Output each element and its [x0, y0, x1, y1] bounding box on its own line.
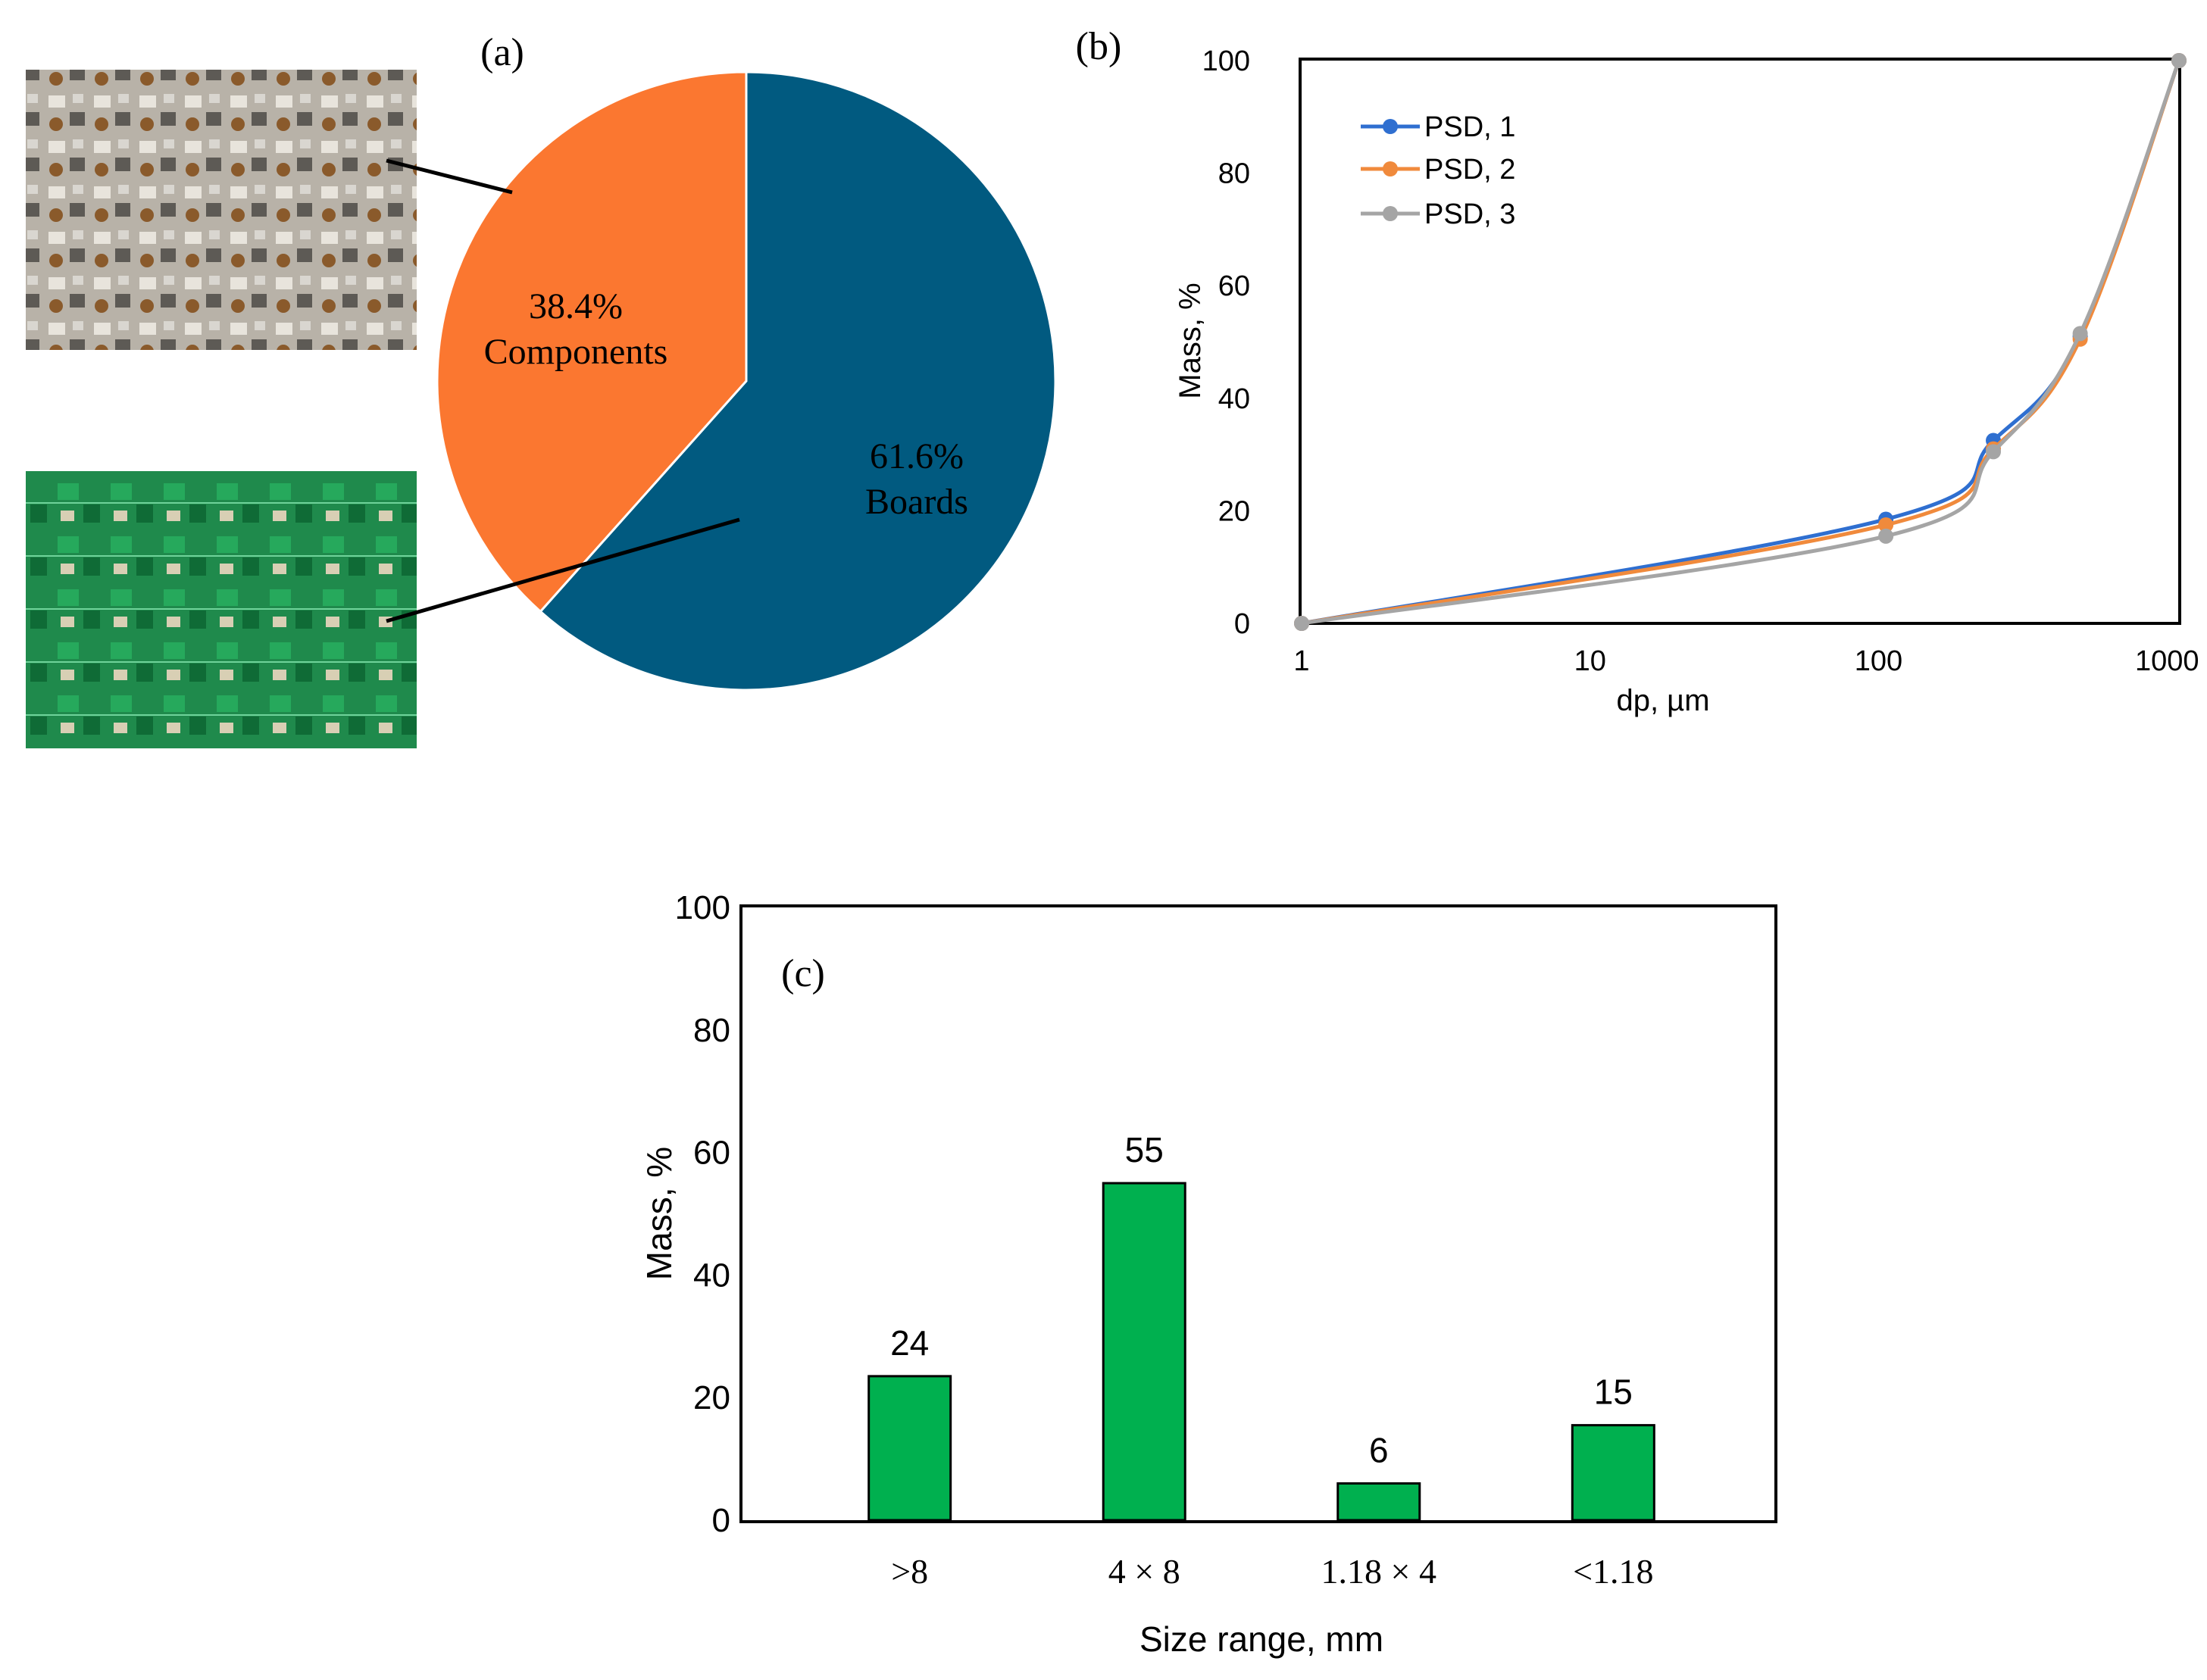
- line-chart-y-axis-title: Mass, %: [1174, 283, 1207, 398]
- panel-a-label: (a): [480, 31, 524, 74]
- data-point-psd-2-1: [1878, 517, 1894, 532]
- line-chart-plot-area: [1299, 58, 2181, 625]
- bar-2: [1336, 1482, 1421, 1522]
- bar-chart-y-tick-3: 60: [693, 1135, 730, 1172]
- bar-chart-categories: >8 4 × 8 1.18 × 4 <1.18: [891, 1552, 1653, 1591]
- bar-chart-bars: 24 55 6 15: [867, 1130, 1655, 1522]
- data-point-psd-3-4: [2171, 53, 2187, 68]
- bar-category-label-2: 1.18 × 4: [1321, 1552, 1436, 1591]
- bar-chart-y-tick-1: 20: [693, 1379, 730, 1416]
- components-photo-image: [26, 70, 417, 350]
- series-line-psd-1: [1301, 60, 2181, 626]
- bar-chart-x-axis-title: Size range, mm: [1139, 1619, 1383, 1659]
- bar-chart-plot-area: [739, 904, 1777, 1523]
- line-chart-x-ticks: 1 10 100 1000: [1293, 645, 2199, 677]
- boards-photo-image: [26, 471, 417, 748]
- line-chart-y-tick-3: 60: [1218, 270, 1250, 302]
- panel-c: (c) 0 20 40 60 80 100 24 55 6 15 >8 4 × 8 1.18 × 4…: [639, 889, 1777, 1659]
- components-percent-label: 38.4%: [529, 286, 623, 326]
- bar-category-label-3: <1.18: [1573, 1552, 1653, 1591]
- data-point-psd-3-2: [1986, 444, 2002, 460]
- bar-chart-y-tick-4: 80: [693, 1012, 730, 1049]
- bar-chart-y-ticks: 0 20 40 60 80 100: [675, 889, 730, 1539]
- legend-label-psd-3: PSD, 3: [1424, 198, 1515, 230]
- data-point-psd-3-1: [1878, 528, 1894, 544]
- panel-c-label: (c): [781, 952, 825, 995]
- line-chart-y-tick-0: 0: [1234, 608, 1250, 640]
- bar-category-label-0: >8: [891, 1552, 928, 1591]
- legend-marker-psd-3: [1383, 206, 1398, 221]
- boards-photo: [26, 471, 417, 748]
- legend-marker-psd-1: [1383, 119, 1398, 134]
- series-line-psd-2: [1301, 60, 2181, 626]
- boards-percent-label: 61.6%: [870, 436, 964, 476]
- bar-value-label-0: 24: [890, 1323, 929, 1363]
- legend-item-psd-3: PSD, 3: [1361, 198, 1515, 230]
- legend-label-psd-1: PSD, 1: [1424, 111, 1515, 143]
- series-line-psd-3: [1301, 60, 2181, 626]
- pie-chart: [436, 70, 1057, 692]
- line-chart-x-tick-2: 100: [1855, 645, 1902, 677]
- line-chart-x-tick-0: 1: [1293, 645, 1309, 677]
- components-leader-line: [386, 158, 513, 195]
- line-chart-legend: PSD, 1 PSD, 2 PSD, 3: [1361, 111, 1515, 230]
- panel-a: (a) 38.4% Components 61.6% Boards: [26, 31, 1057, 748]
- bar-value-label-1: 55: [1125, 1130, 1164, 1169]
- components-photo: [26, 70, 417, 350]
- boards-name-label: Boards: [865, 482, 968, 522]
- components-name-label: Components: [484, 332, 668, 372]
- pie-slice-components: [436, 70, 748, 614]
- panel-b: (b) 0 20 40 60 80 100 1 10 100 1000 Mass, % dp, …: [1076, 25, 2199, 717]
- bar-chart-y-tick-2: 40: [693, 1257, 730, 1294]
- line-chart-y-ticks: 0 20 40 60 80 100: [1202, 45, 1250, 640]
- line-chart-series: [1294, 53, 2187, 631]
- line-chart-y-tick-5: 100: [1202, 45, 1250, 77]
- line-chart-x-tick-1: 10: [1574, 645, 1606, 677]
- bar-value-label-3: 15: [1594, 1372, 1633, 1412]
- line-chart-x-axis-title: dp, µm: [1616, 684, 1709, 717]
- bar-value-label-2: 6: [1369, 1430, 1389, 1469]
- series-psd-3: [1294, 53, 2187, 631]
- bar-0: [867, 1375, 952, 1522]
- bar-1: [1102, 1182, 1186, 1522]
- bar-3: [1571, 1424, 1655, 1522]
- line-chart-y-tick-1: 20: [1218, 495, 1250, 527]
- data-point-psd-3-3: [2072, 326, 2088, 342]
- bar-category-label-1: 4 × 8: [1108, 1552, 1180, 1591]
- line-chart-y-tick-2: 40: [1218, 383, 1250, 415]
- boards-leader-line: [386, 517, 740, 623]
- line-chart-x-tick-3: 1000: [2135, 645, 2199, 677]
- bar-chart-y-tick-5: 100: [675, 889, 730, 926]
- legend-label-psd-2: PSD, 2: [1424, 154, 1515, 186]
- legend-item-psd-2: PSD, 2: [1361, 154, 1515, 186]
- legend-item-psd-1: PSD, 1: [1361, 111, 1515, 143]
- line-chart-y-tick-4: 80: [1218, 158, 1250, 190]
- data-point-psd-3-0: [1294, 616, 1309, 631]
- panel-b-label: (b): [1076, 25, 1122, 68]
- pie-slice-boards: [539, 70, 1057, 692]
- bar-chart-y-axis-title: Mass, %: [639, 1147, 679, 1280]
- legend-marker-psd-2: [1383, 161, 1398, 176]
- bar-chart-y-tick-0: 0: [712, 1502, 730, 1539]
